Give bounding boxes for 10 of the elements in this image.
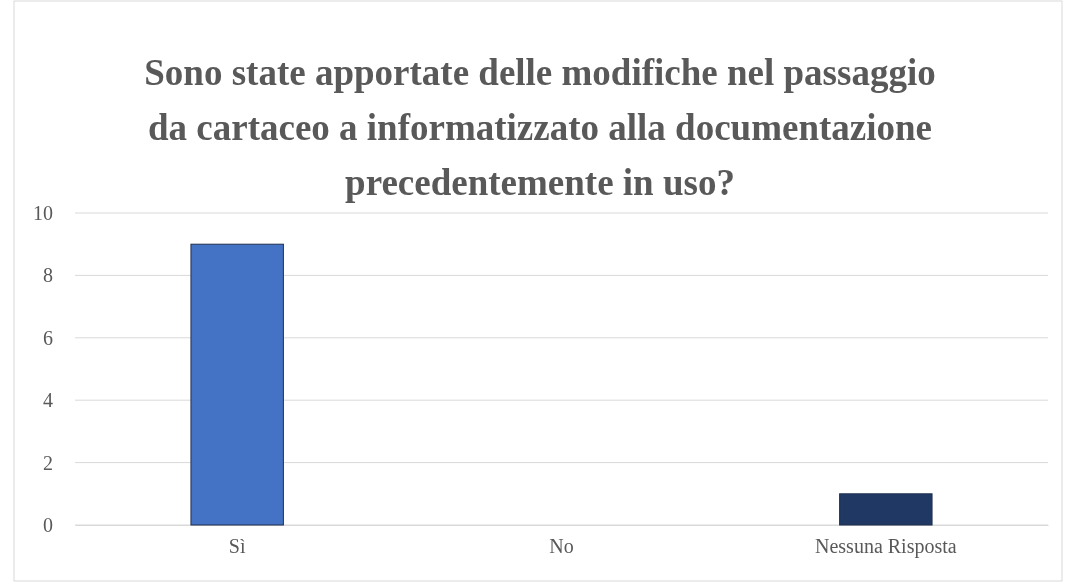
y-tick-label: 0 (43, 513, 53, 536)
y-tick-label: 2 (43, 451, 53, 474)
chart-title: Sono state apportate delle modifiche nel passaggio da cartaceo a informatizzato alla documentazione precedentemente in uso? (144, 52, 936, 203)
y-tick-label: 6 (43, 326, 53, 349)
y-tick-label: 8 (43, 264, 53, 287)
x-tick-label: No (549, 535, 574, 558)
y-tick-label: 10 (33, 201, 53, 224)
x-tick-label: Sì (228, 535, 246, 558)
x-tick-label: Nessuna Risposta (815, 535, 957, 559)
y-tick-label: 4 (43, 389, 53, 412)
